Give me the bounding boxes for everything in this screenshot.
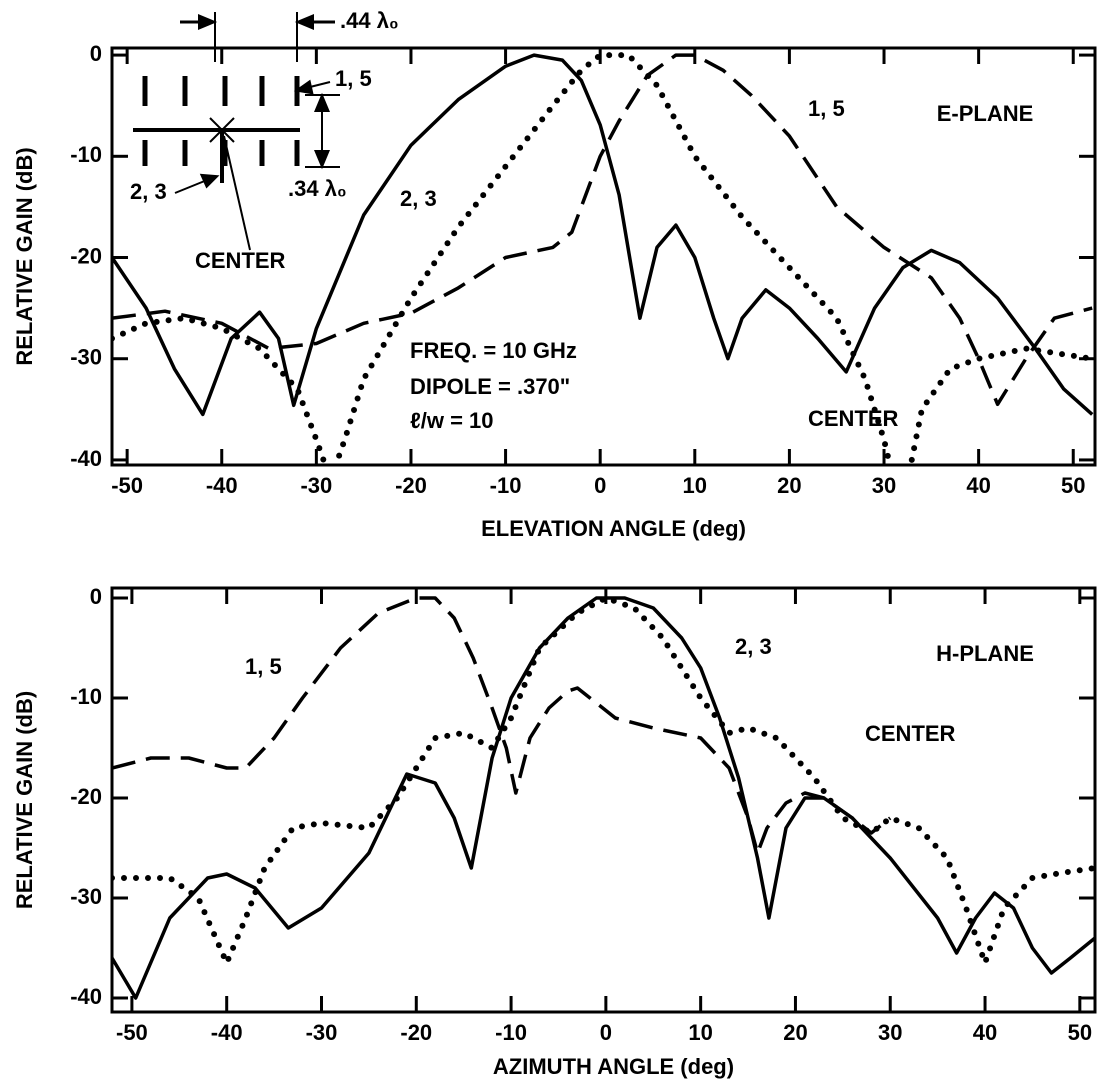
series-label: 1, 5 [245, 654, 282, 679]
annotation: H-PLANE [936, 641, 1034, 666]
series-label: 1, 5 [808, 96, 845, 121]
x-tick-label: 20 [783, 1020, 807, 1045]
x-tick-label: 10 [683, 473, 707, 498]
y-axis-label: RELATIVE GAIN (dB) [12, 691, 37, 909]
y-tick-label: 0 [90, 41, 102, 66]
inset-label: 1, 5 [335, 66, 372, 91]
plot-frame [110, 586, 1097, 1014]
x-axis-label: ELEVATION ANGLE (deg) [481, 516, 746, 541]
series-label: 2, 3 [400, 186, 437, 211]
x-tick-label: 10 [688, 1020, 712, 1045]
series-line [112, 595, 1095, 966]
x-tick-label: 30 [878, 1020, 902, 1045]
annotation: E-PLANE [937, 101, 1034, 126]
x-tick-label: -20 [400, 1020, 432, 1045]
y-tick-label: -40 [70, 446, 102, 471]
inset-label: 2, 3 [130, 179, 167, 204]
x-tick-label: -20 [395, 473, 427, 498]
y-tick-label: -40 [70, 984, 102, 1009]
inset-label: CENTER [195, 248, 286, 273]
y-tick-label: -10 [70, 684, 102, 709]
x-tick-label: -30 [306, 1020, 338, 1045]
plot-area [112, 595, 1095, 1000]
series-label: CENTER [865, 721, 956, 746]
y-axis-label: RELATIVE GAIN (dB) [12, 147, 37, 365]
x-tick-label: 40 [966, 473, 990, 498]
y-tick-label: -30 [70, 345, 102, 370]
x-tick-label: 50 [1061, 473, 1085, 498]
x-tick-label: -40 [206, 473, 238, 498]
annotation: ℓ/w = 10 [410, 408, 494, 433]
annotation: FREQ. = 10 GHz [410, 338, 577, 363]
x-tick-label: -10 [495, 1020, 527, 1045]
y-tick-label: -20 [70, 784, 102, 809]
y-tick-label: -30 [70, 884, 102, 909]
x-tick-label: 0 [594, 473, 606, 498]
series-label: CENTER [808, 406, 899, 431]
inset-label: .44 λ₀ [340, 8, 399, 33]
x-axis-label: AZIMUTH ANGLE (deg) [493, 1054, 734, 1079]
annotation: DIPOLE = .370" [410, 374, 570, 399]
plot-area [112, 52, 1095, 465]
x-tick-label: 50 [1068, 1020, 1092, 1045]
y-tick-label: 0 [90, 584, 102, 609]
x-tick-label: 30 [872, 473, 896, 498]
x-tick-label: -10 [490, 473, 522, 498]
inset-label: .34 λ₀ [288, 176, 347, 201]
series-line [112, 53, 1093, 407]
series-label: 2, 3 [735, 634, 772, 659]
x-tick-label: -40 [211, 1020, 243, 1045]
y-tick-label: -10 [70, 142, 102, 167]
series-line [112, 596, 892, 855]
series-line [112, 53, 1094, 417]
x-tick-label: 20 [777, 473, 801, 498]
x-tick-label: 0 [600, 1020, 612, 1045]
x-tick-label: -50 [116, 1020, 148, 1045]
x-tick-label: 40 [973, 1020, 997, 1045]
series-line [112, 596, 1095, 1000]
x-tick-label: -50 [111, 473, 143, 498]
x-tick-label: -30 [300, 473, 332, 498]
inset-diagram [133, 12, 340, 251]
y-tick-label: -20 [70, 243, 102, 268]
